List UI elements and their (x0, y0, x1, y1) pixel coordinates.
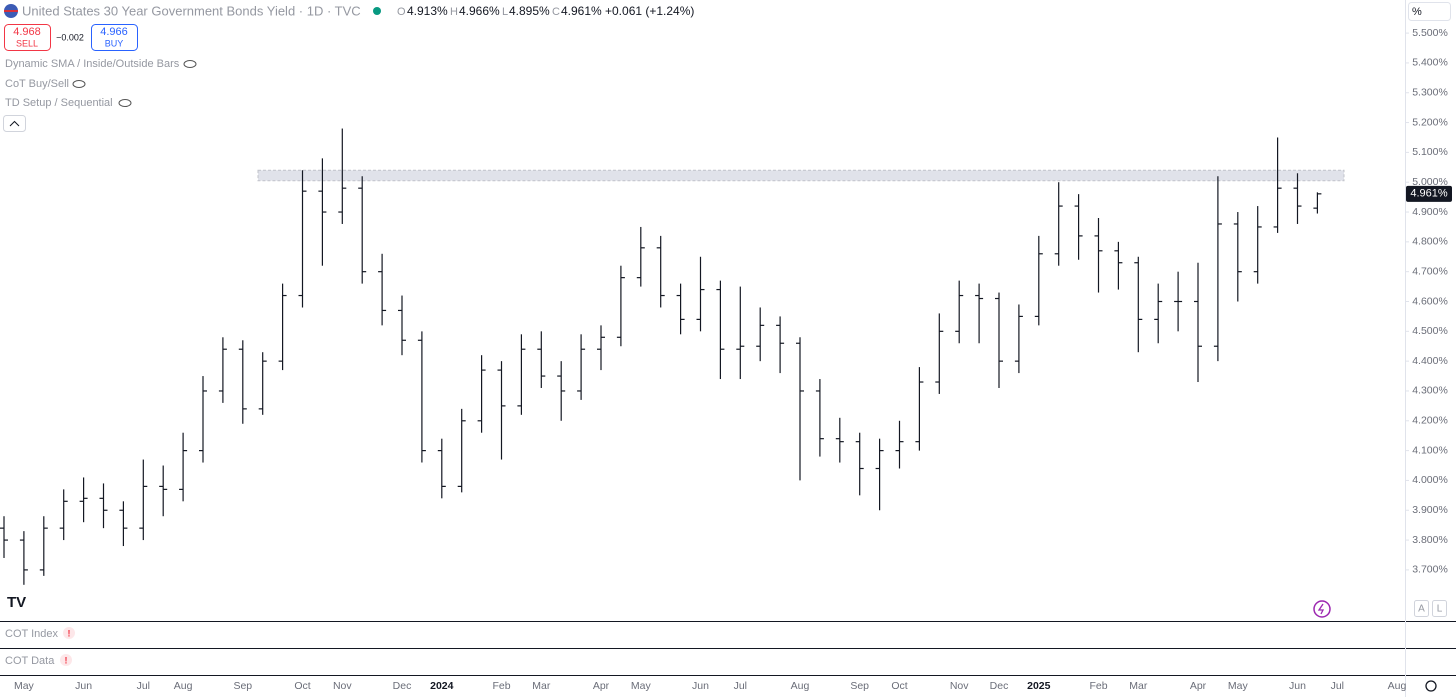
scale-unit: % (1412, 6, 1422, 18)
pane-title: COT Index (5, 628, 58, 640)
alert-icon[interactable] (1313, 600, 1331, 618)
flag-stripe (4, 10, 18, 12)
low-value: 4.895% (509, 4, 550, 18)
x-tick-label: Sep (850, 680, 869, 692)
x-tick-label: Mar (1129, 680, 1148, 692)
x-tick-label: Oct (294, 680, 310, 692)
y-tick-label: 4.100% (1412, 444, 1448, 456)
y-tick-label: 4.200% (1412, 415, 1448, 427)
indicator-label[interactable]: CoT Buy/Sell (5, 78, 69, 90)
x-tick-label: Nov (950, 680, 969, 692)
resistance-zone (257, 169, 1345, 182)
collapse-button[interactable] (3, 115, 26, 132)
hidden-icon[interactable] (183, 60, 197, 68)
logo[interactable]: TV (7, 594, 26, 611)
y-tick-label: 4.900% (1412, 206, 1448, 218)
y-tick-label: 4.800% (1412, 236, 1448, 248)
x-tick-label: Jul (137, 680, 150, 692)
x-tick-label: May (1228, 680, 1249, 692)
log-scale-button[interactable] (1432, 600, 1447, 617)
x-tick-label: 2025 (1027, 680, 1051, 692)
change-value: +0.061 (+1.24%) (605, 4, 694, 18)
x-tick-label: Dec (990, 680, 1009, 692)
auto-scale-label: A (1418, 604, 1425, 615)
log-scale-label: L (1437, 604, 1443, 615)
x-tick-label: May (631, 680, 652, 692)
x-tick-label: Jul (1331, 680, 1344, 692)
x-tick-label: Dec (393, 680, 412, 692)
sell-price: 4.968 (13, 26, 41, 38)
auto-scale-button[interactable] (1414, 600, 1429, 617)
indicator-label[interactable]: Dynamic SMA / Inside/Outside Bars (5, 58, 180, 70)
hidden-icon[interactable] (118, 99, 132, 107)
y-tick-label: 5.200% (1412, 116, 1448, 128)
x-tick-label: Mar (532, 680, 551, 692)
x-tick-label: Jun (1289, 680, 1306, 692)
x-tick-label: Aug (791, 680, 810, 692)
pane-title: COT Data (5, 655, 55, 667)
x-tick-label: Apr (593, 680, 610, 692)
sell-label: SELL (16, 38, 38, 48)
symbol-title[interactable]: United States 30 Year Government Bonds Y… (22, 3, 361, 18)
hidden-icon[interactable] (72, 80, 86, 88)
open-value: 4.913% (407, 4, 448, 18)
settings-icon[interactable] (1425, 680, 1437, 692)
last-price-label: 4.961% (1410, 188, 1448, 200)
x-tick-label: Feb (1089, 680, 1107, 692)
y-tick-label: 4.300% (1412, 385, 1448, 397)
indicator-label[interactable]: TD Setup / Sequential (5, 97, 113, 109)
x-tick-label: May (14, 680, 35, 692)
low-label: L (502, 6, 508, 18)
buy-button[interactable] (91, 24, 138, 51)
sell-button[interactable] (4, 24, 51, 51)
x-tick-label: Sep (233, 680, 252, 692)
y-tick-label: 4.600% (1412, 295, 1448, 307)
y-tick-label: 3.700% (1412, 564, 1448, 576)
spread: −0.002 (56, 32, 84, 42)
collapse-icon (9, 120, 20, 127)
warning-mark: ! (68, 628, 71, 638)
x-tick-label: 2024 (430, 680, 454, 692)
x-tick-label: Jul (734, 680, 747, 692)
close-label: C (552, 6, 560, 18)
buy-price: 4.966 (100, 26, 128, 38)
x-tick-label: Nov (333, 680, 352, 692)
x-tick-label: Oct (891, 680, 907, 692)
y-tick-label: 4.700% (1412, 265, 1448, 277)
y-tick-label: 5.000% (1412, 176, 1448, 188)
high-label: H (450, 6, 458, 18)
y-tick-label: 3.800% (1412, 534, 1448, 546)
x-tick-label: Aug (1388, 680, 1407, 692)
open-label: O (397, 6, 406, 18)
market-status[interactable] (373, 7, 381, 15)
y-tick-label: 5.500% (1412, 27, 1448, 39)
x-tick-label: Jun (75, 680, 92, 692)
y-tick-label: 5.400% (1412, 57, 1448, 69)
y-tick-label: 5.100% (1412, 146, 1448, 158)
x-tick-label: Feb (492, 680, 510, 692)
last-price-box (1406, 185, 1452, 202)
buy-label: BUY (105, 38, 124, 48)
alert-bolt (1317, 603, 1325, 615)
x-tick-label: Aug (174, 680, 193, 692)
y-tick-label: 4.500% (1412, 325, 1448, 337)
warning-icon[interactable] (60, 654, 72, 666)
scale-unit-box[interactable] (1408, 2, 1451, 21)
close-value: 4.961% (561, 4, 602, 18)
y-tick-label: 4.000% (1412, 474, 1448, 486)
warning-icon[interactable] (63, 627, 75, 639)
x-tick-label: Apr (1190, 680, 1207, 692)
warning-mark: ! (65, 655, 68, 665)
high-value: 4.966% (459, 4, 500, 18)
y-tick-label: 4.400% (1412, 355, 1448, 367)
y-tick-label: 3.900% (1412, 504, 1448, 516)
x-tick-label: Jun (692, 680, 709, 692)
y-tick-label: 5.300% (1412, 87, 1448, 99)
